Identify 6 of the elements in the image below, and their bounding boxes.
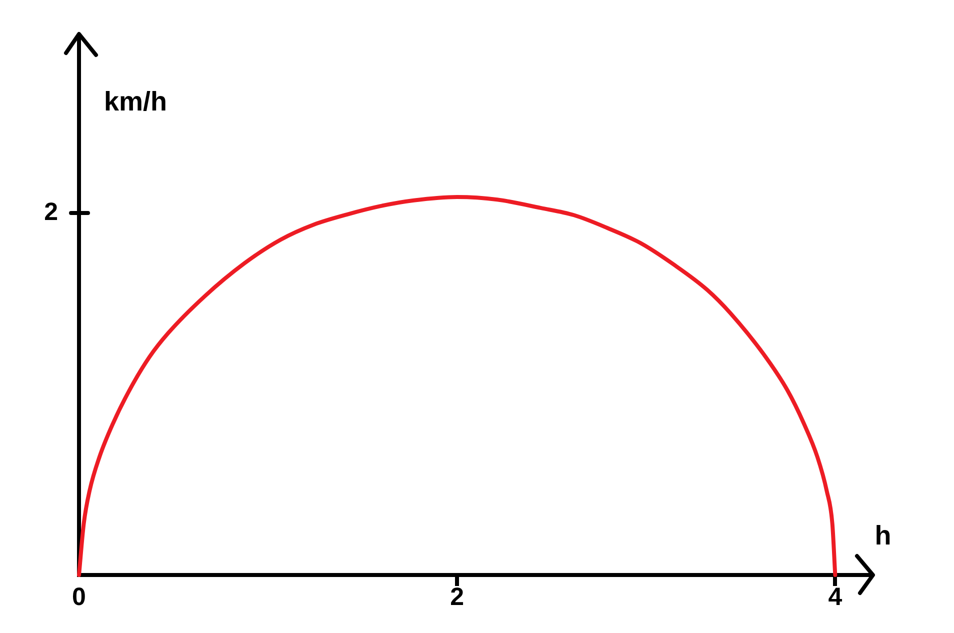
text: 2 (44, 198, 58, 226)
x-tick-label: 4 (828, 582, 842, 611)
x-tick-label: 0 (72, 582, 86, 611)
x-axis-title: h (874, 520, 892, 550)
y-axis-title: km/h (104, 86, 168, 116)
x-tick-label: 2 (450, 582, 464, 611)
